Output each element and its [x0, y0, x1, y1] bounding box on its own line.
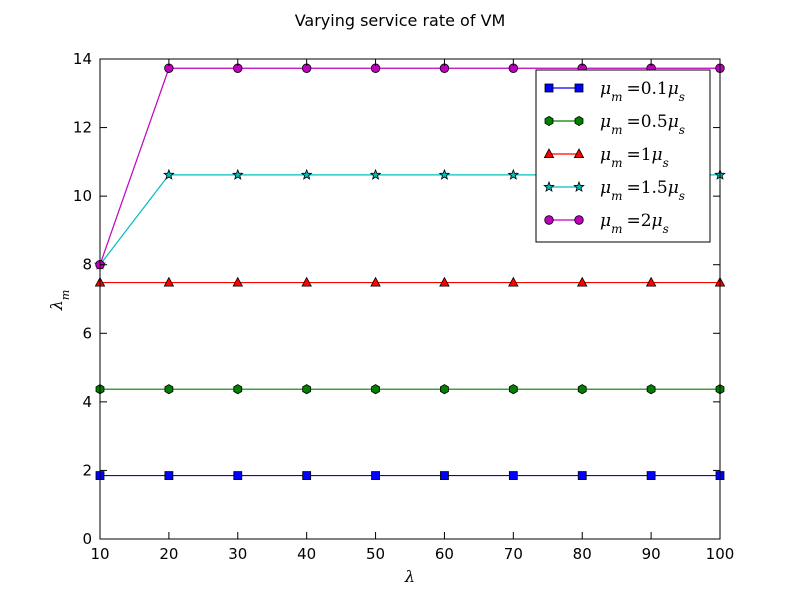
- data-point: [577, 471, 587, 480]
- legend-marker: [544, 215, 554, 225]
- legend: μm =0.1μs μm =0.5μs μm =1μs μm =1.5μs μm =2μs: [535, 69, 711, 243]
- x-tick-label: 40: [297, 545, 316, 563]
- series-5: [95, 63, 725, 270]
- x-tick-label: 90: [642, 545, 661, 563]
- y-tick-label: 10: [73, 187, 92, 205]
- plot-frame: [99, 58, 721, 540]
- legend-label: μm =1.5μs: [600, 178, 685, 203]
- data-point: [438, 168, 451, 180]
- data-point: [371, 384, 380, 395]
- data-point: [233, 384, 243, 395]
- legend-entry: μm =1.5μs: [543, 178, 685, 203]
- legend-marker: [543, 180, 555, 192]
- legend-marker: [544, 115, 554, 127]
- data-point: [164, 384, 174, 395]
- chart-title: Varying service rate of VM: [295, 11, 506, 30]
- data-point: [301, 276, 312, 287]
- y-tick-label: 6: [82, 324, 92, 342]
- legend-marker: [543, 148, 555, 159]
- x-tick-label: 70: [504, 545, 523, 563]
- data-point: [163, 276, 175, 287]
- data-point: [507, 168, 520, 180]
- y-tick-label: 14: [73, 50, 92, 68]
- legend-marker: [574, 83, 584, 93]
- y-tick-label: 4: [82, 393, 92, 411]
- data-point: [508, 276, 519, 287]
- x-axis-label: λ: [404, 567, 415, 586]
- y-tick-label: 12: [73, 119, 92, 137]
- series-2: [95, 384, 725, 395]
- y-tick-label: 8: [82, 256, 92, 274]
- data-point: [370, 276, 381, 287]
- legend-marker: [573, 148, 585, 159]
- data-point: [164, 471, 174, 480]
- y-tick-label: 0: [82, 530, 92, 548]
- data-point: [576, 276, 588, 287]
- data-point: [233, 471, 243, 480]
- legend-marker: [574, 215, 584, 225]
- legend-label: μm =0.1μs: [600, 79, 685, 104]
- data-point: [232, 276, 244, 287]
- legend-entry: μm =1μs: [543, 145, 669, 170]
- legend-box: [535, 69, 711, 243]
- x-tick-label: 80: [573, 545, 592, 563]
- y-tick-label: 2: [82, 461, 92, 479]
- data-point: [369, 168, 382, 180]
- data-point: [371, 471, 380, 480]
- x-tick-label: 30: [228, 545, 247, 563]
- data-point: [646, 471, 656, 480]
- legend-marker: [573, 180, 585, 192]
- data-point: [577, 384, 587, 395]
- data-point: [440, 471, 449, 480]
- data-point: [163, 168, 175, 180]
- legend-label: μm =2μs: [600, 211, 669, 236]
- data-point: [231, 168, 244, 180]
- x-tick-label: 60: [435, 545, 454, 563]
- legend-marker: [544, 83, 554, 93]
- data-point: [439, 276, 450, 287]
- series-line: [99, 67, 720, 265]
- data-point: [508, 471, 518, 480]
- legend-entry: μm =2μs: [544, 211, 669, 236]
- x-tick-label: 10: [90, 545, 109, 563]
- legend-entry: μm =0.5μs: [544, 112, 685, 137]
- x-tick-label: 100: [706, 545, 735, 563]
- legend-label: μm =1μs: [600, 145, 669, 170]
- data-point: [646, 384, 656, 395]
- data-point: [645, 276, 657, 287]
- axis-ticks: 10 20 30 40 50 60 70 80 90 100 0 2 4 6 8 10 12 14: [73, 50, 734, 563]
- data-point: [508, 384, 518, 395]
- x-tick-label: 50: [366, 545, 385, 563]
- x-tick-label: 20: [159, 545, 178, 563]
- data-point: [440, 384, 449, 395]
- legend-entry: μm =0.1μs: [544, 79, 685, 104]
- data-point: [302, 471, 312, 480]
- data-point: [302, 384, 312, 395]
- legend-marker: [574, 115, 584, 127]
- data-point: [300, 168, 313, 180]
- legend-label: μm =0.5μs: [600, 112, 685, 137]
